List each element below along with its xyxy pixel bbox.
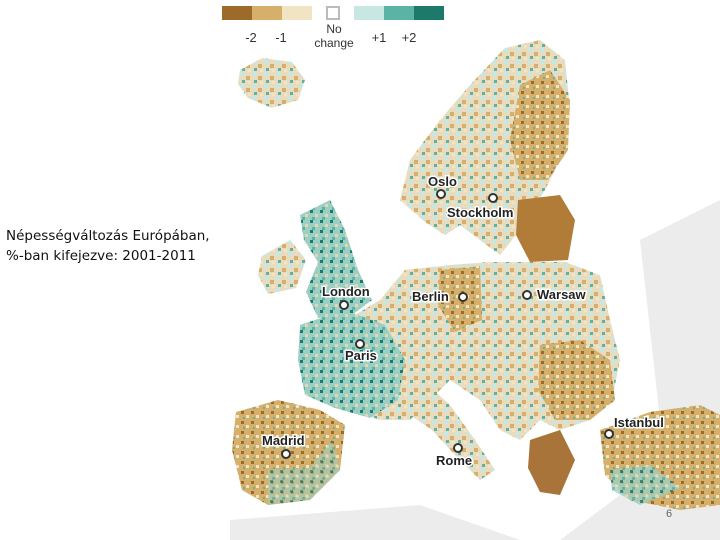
map-legend: -2 -1 No change +1 +2 xyxy=(222,4,446,54)
legend-label-no: No xyxy=(326,22,342,36)
madrid-marker xyxy=(281,449,291,459)
iceland-region xyxy=(238,58,305,108)
baltic-states-region xyxy=(516,195,575,262)
italy-region xyxy=(405,385,495,480)
ireland-region xyxy=(258,240,306,294)
romania-balkans-region xyxy=(538,340,615,420)
greece-region xyxy=(528,430,575,495)
legend-swatch-minus2 xyxy=(222,6,252,20)
turkey-green-area xyxy=(610,465,680,505)
legend-label-plus2: +2 xyxy=(401,30,417,45)
north-africa-land xyxy=(230,505,520,540)
britain-region xyxy=(300,200,372,318)
oslo-label: Oslo xyxy=(428,174,457,189)
legend-swatch-no-change xyxy=(326,6,340,20)
paris-label: Paris xyxy=(345,348,377,363)
legend-label-minus2: -2 xyxy=(245,30,257,45)
slide-title: Népességváltozás Európában, %-ban kifeje… xyxy=(6,226,246,266)
page-number: 6 xyxy=(666,508,673,520)
title-line-2: %-ban kifejezve: 2001-2011 xyxy=(6,248,196,264)
madrid-label: Madrid xyxy=(262,433,305,448)
london-label: London xyxy=(322,284,370,299)
europe-population-map: Oslo Stockholm London Berlin Warsaw Pari… xyxy=(230,40,720,540)
stockholm-marker xyxy=(488,193,498,203)
rome-marker xyxy=(453,443,463,453)
legend-label-plus1: +1 xyxy=(371,30,387,45)
finland-region xyxy=(510,70,570,180)
berlin-marker xyxy=(458,292,468,302)
city-markers xyxy=(281,189,614,459)
berlin-label: Berlin xyxy=(412,289,449,304)
warsaw-label: Warsaw xyxy=(537,287,587,302)
legend-label-no-change: No change xyxy=(312,22,356,50)
oslo-marker xyxy=(436,189,446,199)
city-labels: Oslo Stockholm London Berlin Warsaw Pari… xyxy=(261,173,666,470)
legend-label-minus1: -1 xyxy=(275,30,287,45)
warsaw-marker xyxy=(522,290,532,300)
istanbul-marker xyxy=(604,429,614,439)
france-region xyxy=(298,310,405,418)
legend-label-change: change xyxy=(314,36,354,50)
paris-marker xyxy=(355,339,365,349)
istanbul-label: Istanbul xyxy=(614,415,664,430)
title-line-1: Népességváltozás Európában, xyxy=(6,228,210,244)
iberia-green-coast xyxy=(268,440,340,505)
legend-swatch-minus1 xyxy=(252,6,282,20)
stockholm-label: Stockholm xyxy=(447,205,513,220)
london-marker xyxy=(339,300,349,310)
legend-swatch-plus2 xyxy=(414,6,444,20)
rome-label: Rome xyxy=(436,453,472,468)
legend-swatch-light-positive xyxy=(354,6,384,20)
legend-swatch-light-negative xyxy=(282,6,312,20)
legend-swatch-plus1 xyxy=(384,6,414,20)
